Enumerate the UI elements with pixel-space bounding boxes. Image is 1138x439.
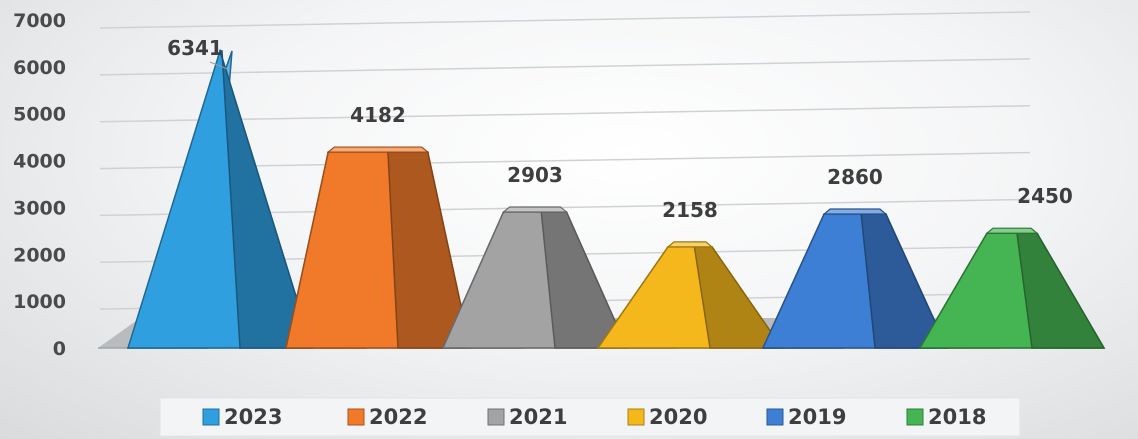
y-tick-0: 0 — [53, 338, 66, 360]
legend-item-2023: 2023 — [202, 405, 282, 429]
legend-label: 2018 — [928, 405, 986, 429]
y-tick-5000: 5000 — [13, 104, 66, 126]
gridline-5000 — [99, 104, 1031, 123]
bar-2023 — [126, 48, 314, 349]
legend-item-2021: 2021 — [487, 405, 567, 429]
bar-face-top — [666, 241, 714, 248]
y-tick-7000: 7000 — [13, 10, 66, 32]
data-label-2022: 4182 — [350, 103, 406, 127]
y-axis-tick-labels: 0 1000 2000 3000 4000 5000 6000 7000 — [13, 10, 66, 360]
data-label-2019: 2860 — [827, 165, 883, 189]
legend-label: 2022 — [369, 405, 427, 429]
data-label-2023: 6341 — [167, 36, 223, 60]
y-tick-1000: 1000 — [13, 291, 66, 313]
y-tick-6000: 6000 — [13, 57, 66, 79]
legend-swatch — [906, 408, 924, 426]
label-leader — [209, 61, 231, 71]
bars — [126, 48, 1106, 349]
bar-face-top — [326, 146, 430, 153]
bar-2022 — [285, 146, 471, 349]
data-labels: 6341 4182 2903 2158 2860 2450 — [167, 36, 1073, 222]
legend-swatch — [347, 408, 365, 426]
y-tick-4000: 4000 — [13, 151, 66, 173]
legend-label: 2020 — [649, 405, 707, 429]
gridline-7000 — [99, 11, 1031, 29]
legend-swatch — [202, 408, 220, 426]
bar-face-top — [501, 206, 569, 213]
data-label-2021: 2903 — [507, 163, 563, 187]
legend-box — [159, 397, 1021, 437]
legend-label: 2023 — [224, 405, 282, 429]
bar-2020 — [596, 241, 784, 349]
y-tick-3000: 3000 — [13, 197, 66, 219]
data-label-2020: 2158 — [662, 198, 718, 222]
bar-face-top — [985, 227, 1039, 234]
legend-swatch — [627, 408, 645, 426]
bar-face-top — [822, 208, 888, 215]
legend-item-2022: 2022 — [347, 405, 427, 429]
y-tick-2000: 2000 — [13, 244, 66, 266]
legend-swatch — [766, 408, 784, 426]
legend-swatch — [487, 408, 505, 426]
data-label-2018: 2450 — [1017, 184, 1073, 208]
bar-2019 — [761, 208, 949, 349]
gridline-6000 — [99, 58, 1031, 76]
bar-2018 — [918, 227, 1106, 349]
legend: 2023 2022 2021 2020 2019 2018 — [159, 397, 1021, 437]
bar-face-right — [1016, 232, 1106, 349]
bar-2021 — [441, 206, 629, 349]
legend-label: 2021 — [509, 405, 567, 429]
legend-item-2018: 2018 — [906, 405, 986, 429]
legend-label: 2019 — [788, 405, 846, 429]
legend-item-2020: 2020 — [627, 405, 707, 429]
legend-item-2019: 2019 — [766, 405, 846, 429]
